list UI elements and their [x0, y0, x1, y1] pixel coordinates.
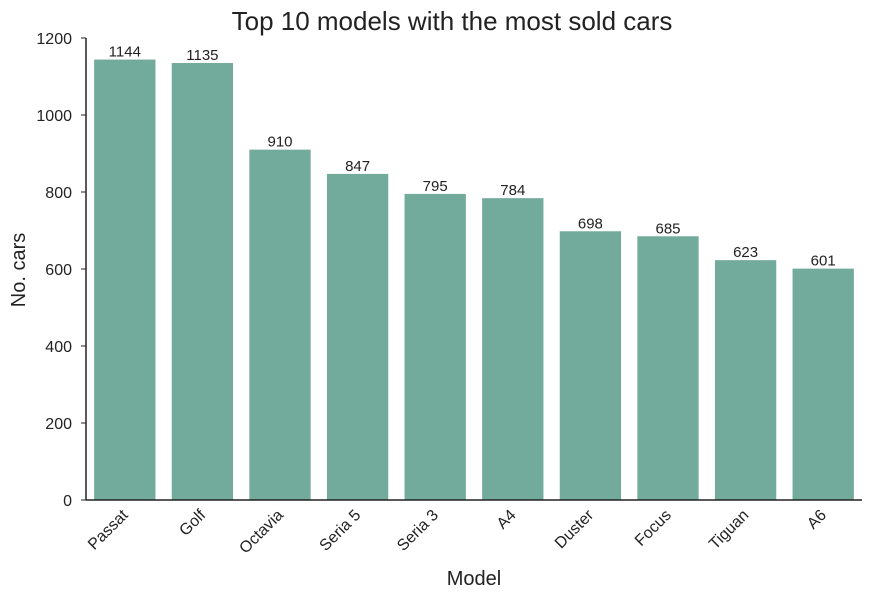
- y-tick-label: 1000: [36, 108, 72, 125]
- y-tick-label: 0: [63, 493, 72, 510]
- y-tick-label: 400: [45, 339, 72, 356]
- x-tick-label: Duster: [552, 506, 598, 552]
- bar-value-label: 623: [733, 244, 758, 261]
- x-tick-label: Seria 5: [317, 507, 365, 555]
- bar-value-label: 601: [811, 253, 836, 270]
- bar: [249, 149, 311, 500]
- bar: [482, 198, 544, 500]
- bar-value-label: 784: [500, 182, 525, 199]
- x-tick-label: Golf: [176, 506, 209, 539]
- bar-value-label: 847: [345, 158, 370, 175]
- bar-value-label: 685: [655, 220, 680, 237]
- x-axis-label: Model: [447, 568, 501, 590]
- bar-value-label: 1144: [109, 44, 141, 61]
- x-tick-label: Octavia: [236, 507, 286, 557]
- x-tick-label: A4: [494, 507, 520, 533]
- bar-value-label: 910: [267, 134, 292, 151]
- bar-value-label: 795: [423, 178, 448, 195]
- chart-title: Top 10 models with the most sold cars: [232, 6, 673, 36]
- y-tick-label: 600: [45, 262, 72, 279]
- x-tick-label: Passat: [85, 506, 132, 553]
- x-tick-label: Seria 3: [394, 507, 442, 555]
- bar-value-label: 698: [578, 215, 603, 232]
- bar: [404, 193, 466, 501]
- bar: [792, 268, 854, 500]
- x-tick-label: Tiguan: [706, 507, 752, 553]
- x-axis-ticks: Passat Golf Octavia Seria 5 Seria 3 A4 Duster F…: [85, 506, 830, 557]
- bar: [94, 59, 156, 501]
- x-tick-label: Focus: [632, 507, 675, 550]
- bars: [94, 59, 854, 501]
- bar-value-labels: 1144 1135 910 847 795 784 698 685 623 601: [109, 44, 836, 270]
- y-tick-label: 1200: [36, 31, 72, 48]
- bar-value-label: 1135: [186, 47, 218, 64]
- y-tick-label: 800: [45, 185, 72, 202]
- y-tick-label: 200: [45, 416, 72, 433]
- bar: [171, 63, 234, 501]
- y-axis-label: No. cars: [8, 233, 30, 307]
- bar: [714, 260, 777, 500]
- bar: [326, 173, 389, 500]
- x-tick-label: A6: [804, 507, 830, 533]
- y-axis-ticks: 0 200 400 600 800 1000 1200: [36, 31, 86, 510]
- bar: [637, 236, 699, 500]
- bar: [559, 231, 622, 500]
